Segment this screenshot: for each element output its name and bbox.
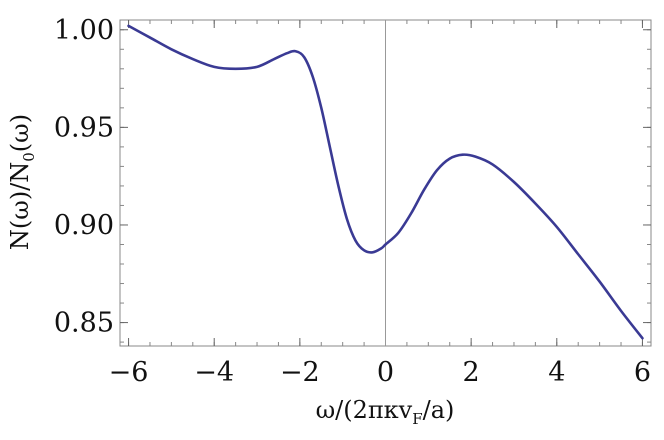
- y-axis-title-main: N(ω)/N: [6, 162, 34, 250]
- x-tick-label: −2: [280, 357, 320, 388]
- x-axis-title-sub: F: [412, 410, 422, 428]
- y-tick-label: 0.90: [54, 210, 114, 241]
- series-line: [127, 24, 644, 340]
- y-tick-label: 1.00: [54, 15, 114, 46]
- x-tick-label: −6: [109, 357, 149, 388]
- x-tick-label: 0: [377, 357, 394, 388]
- x-tick-label: 4: [548, 357, 565, 388]
- y-axis-title-sub: 0: [20, 152, 38, 162]
- y-tick-labels: 0.85 0.90 0.95 1.00: [54, 15, 114, 339]
- y-axis-title-tail: (ω): [6, 114, 34, 152]
- x-tick-label: 6: [634, 357, 651, 388]
- x-tick-label: −4: [194, 357, 234, 388]
- x-axis-title-tail: /a): [423, 396, 455, 424]
- x-tick-labels: −6 −4 −2 0 2 4 6: [109, 357, 651, 388]
- x-axis-title: ω/(2πκvF/a): [316, 396, 455, 428]
- y-tick-label: 0.95: [54, 112, 114, 143]
- y-axis-title: N(ω)/N0(ω): [6, 114, 38, 250]
- x-axis-title-main: ω/(2πκv: [316, 396, 413, 424]
- x-tick-label: 2: [463, 357, 480, 388]
- y-tick-label: 0.85: [54, 308, 114, 339]
